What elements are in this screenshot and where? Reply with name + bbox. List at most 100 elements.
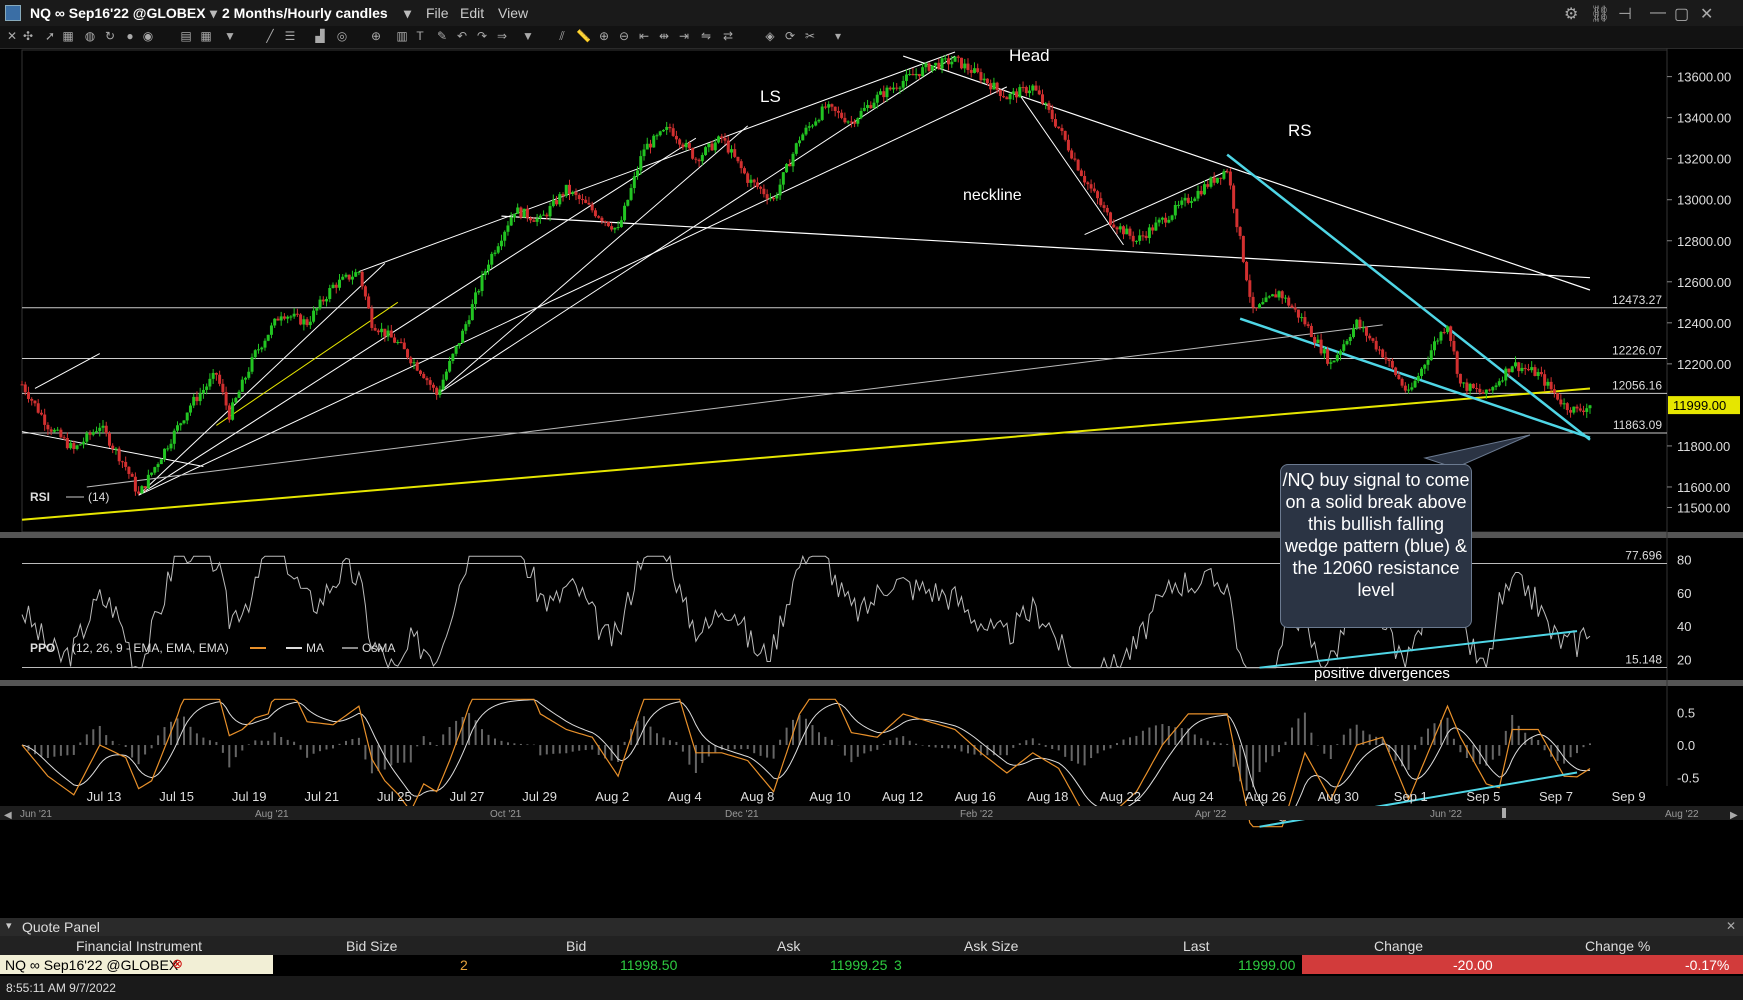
candle-body xyxy=(130,473,134,477)
undo-icon[interactable]: ↶ xyxy=(456,29,468,43)
candle-body xyxy=(1018,87,1022,98)
panel-splitter-2[interactable] xyxy=(0,680,1743,686)
dropdown-icon-2[interactable]: ▼ xyxy=(522,29,534,43)
scroll-left-arrow[interactable]: ◀ xyxy=(4,810,12,821)
symbol-selector[interactable]: NQ ∞ Sep16'22 @GLOBEX xyxy=(30,5,206,21)
quote-panel-close-icon[interactable]: ✕ xyxy=(1726,919,1737,933)
candle-body xyxy=(1326,349,1330,364)
col-bid[interactable]: Bid xyxy=(566,938,587,954)
col-change-pct[interactable]: Change % xyxy=(1585,938,1651,954)
candle-body xyxy=(1160,217,1164,220)
candle-body xyxy=(1002,96,1006,98)
candle-body xyxy=(1099,198,1103,206)
fib-icon[interactable]: ☰ xyxy=(284,29,296,43)
col-ask[interactable]: Ask xyxy=(777,938,801,954)
candle-body xyxy=(1371,338,1375,341)
scrollbar-handle[interactable] xyxy=(1502,808,1506,818)
remove-icon[interactable]: ⊗ xyxy=(172,956,183,971)
menu-file[interactable]: File xyxy=(426,5,449,21)
link-icon[interactable]: ⛓ xyxy=(1590,6,1611,23)
tools-icon[interactable]: ✂ xyxy=(804,29,816,43)
candle-body xyxy=(1306,324,1310,326)
col-bid-size[interactable]: Bid Size xyxy=(346,938,398,954)
scroll-right-icon[interactable]: ⇥ xyxy=(678,29,690,43)
arrow-icon[interactable]: ➚ xyxy=(44,29,56,43)
col-last[interactable]: Last xyxy=(1183,938,1210,954)
bars-icon[interactable]: ▟ xyxy=(315,29,325,43)
trendline-icon[interactable]: ╱ xyxy=(266,29,274,43)
quote-row[interactable]: NQ ∞ Sep16'22 @GLOBEX ⊗ 2 11998.50 11999… xyxy=(0,955,1743,974)
zoom-in-icon[interactable]: ⊕ xyxy=(598,29,610,43)
overview-label: Oct '21 xyxy=(490,809,522,820)
indicator-icon[interactable]: ◎ xyxy=(336,29,348,43)
neckline-label: neckline xyxy=(963,187,1022,204)
candle-body xyxy=(1481,392,1485,394)
candle-body xyxy=(1219,177,1223,179)
scroll-right-arrow[interactable]: ▶ xyxy=(1730,810,1738,821)
interval-selector[interactable]: 2 Months/Hourly candles xyxy=(222,5,388,21)
fit-icon[interactable]: ⇹ xyxy=(658,29,670,43)
compress-icon[interactable]: ⇋ xyxy=(700,29,712,43)
time-tick-label: Aug 24 xyxy=(1172,789,1213,804)
scroll-left-icon[interactable]: ⇤ xyxy=(638,29,650,43)
dropdown-icon-3[interactable]: ▾ xyxy=(834,29,842,43)
pencil-icon[interactable]: ✎ xyxy=(436,29,448,43)
menu-edit[interactable]: Edit xyxy=(460,5,485,21)
candle-body xyxy=(169,443,173,449)
price-tick-label: 13200.00 xyxy=(1677,152,1731,167)
symbol-dropdown-icon[interactable]: ▾ xyxy=(210,5,218,21)
cursor-icon[interactable]: ✕ xyxy=(6,29,18,43)
globe-icon[interactable]: ⊕ xyxy=(370,29,382,43)
overview-scrollbar[interactable] xyxy=(0,806,1743,820)
gear-icon[interactable]: ⚙ xyxy=(1564,6,1579,23)
layout-icon[interactable]: ▤ xyxy=(180,29,192,43)
candle-body xyxy=(950,61,954,65)
grid-icon[interactable]: ▦ xyxy=(62,29,74,43)
expand-icon[interactable]: ⇄ xyxy=(722,29,734,43)
close-icon[interactable]: ✕ xyxy=(1700,6,1714,23)
redo-icon[interactable]: ↷ xyxy=(476,29,488,43)
candle-body xyxy=(205,386,209,390)
interval-dropdown-icon[interactable]: ▾ xyxy=(404,5,412,21)
candle-body xyxy=(269,325,273,335)
ppo-tick-label: 0.0 xyxy=(1677,738,1695,753)
sync-icon[interactable]: ⟳ xyxy=(784,29,796,43)
rsi-params: (14) xyxy=(88,490,109,504)
record-icon[interactable]: ◉ xyxy=(142,29,154,43)
trendline-8 xyxy=(34,353,100,389)
windows-icon[interactable]: ▦ xyxy=(200,29,212,43)
col-instrument[interactable]: Financial Instrument xyxy=(76,938,203,954)
candle-body xyxy=(1377,349,1381,351)
col-change[interactable]: Change xyxy=(1374,938,1424,954)
ruler-icon[interactable]: 📏 xyxy=(576,29,591,43)
text-icon[interactable]: T xyxy=(416,29,424,43)
candle-body xyxy=(260,347,264,350)
refresh-icon[interactable]: ↻ xyxy=(104,29,116,43)
candle-body xyxy=(1047,103,1051,110)
menu-view[interactable]: View xyxy=(498,5,529,21)
panel-splitter-1[interactable] xyxy=(0,532,1743,538)
candle-body xyxy=(156,464,160,468)
palette-icon[interactable]: ◈ xyxy=(765,29,775,43)
crosshair-icon[interactable]: ✣ xyxy=(22,29,34,43)
chart-area[interactable]: 12473.27 12226.07 12056.16 11863.09 13600.0… xyxy=(0,48,1743,918)
candle-body xyxy=(1552,389,1556,394)
pin-icon[interactable]: ⊣ xyxy=(1618,6,1632,23)
instrument-cell[interactable] xyxy=(0,955,273,974)
col-ask-size[interactable]: Ask Size xyxy=(964,938,1019,954)
channel-icon[interactable]: ⫽ xyxy=(559,29,565,43)
candle-body xyxy=(908,73,912,75)
candle-body xyxy=(982,78,986,81)
table-icon[interactable]: ▥ xyxy=(396,29,408,43)
dropdown-icon[interactable]: ▼ xyxy=(224,29,236,43)
circle-icon[interactable]: ● xyxy=(126,29,134,43)
collapse-icon[interactable]: ▾ xyxy=(6,920,12,932)
maximize-icon[interactable]: ▢ xyxy=(1674,6,1690,23)
candle-body xyxy=(483,271,487,276)
candle-body xyxy=(386,330,390,337)
candle-body xyxy=(1147,227,1151,239)
zoom-icon[interactable]: ◍ xyxy=(84,29,96,43)
zoom-out-icon[interactable]: ⊖ xyxy=(618,29,630,43)
minimize-icon[interactable]: — xyxy=(1650,4,1666,21)
forward-icon[interactable]: ⇒ xyxy=(496,29,508,43)
